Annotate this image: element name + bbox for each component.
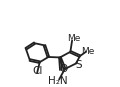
Text: H₂N: H₂N [48, 76, 68, 86]
Text: O: O [59, 64, 67, 74]
Text: S: S [75, 60, 82, 70]
Text: Me: Me [67, 34, 80, 43]
Text: Cl: Cl [33, 66, 43, 76]
Text: Me: Me [81, 47, 95, 56]
